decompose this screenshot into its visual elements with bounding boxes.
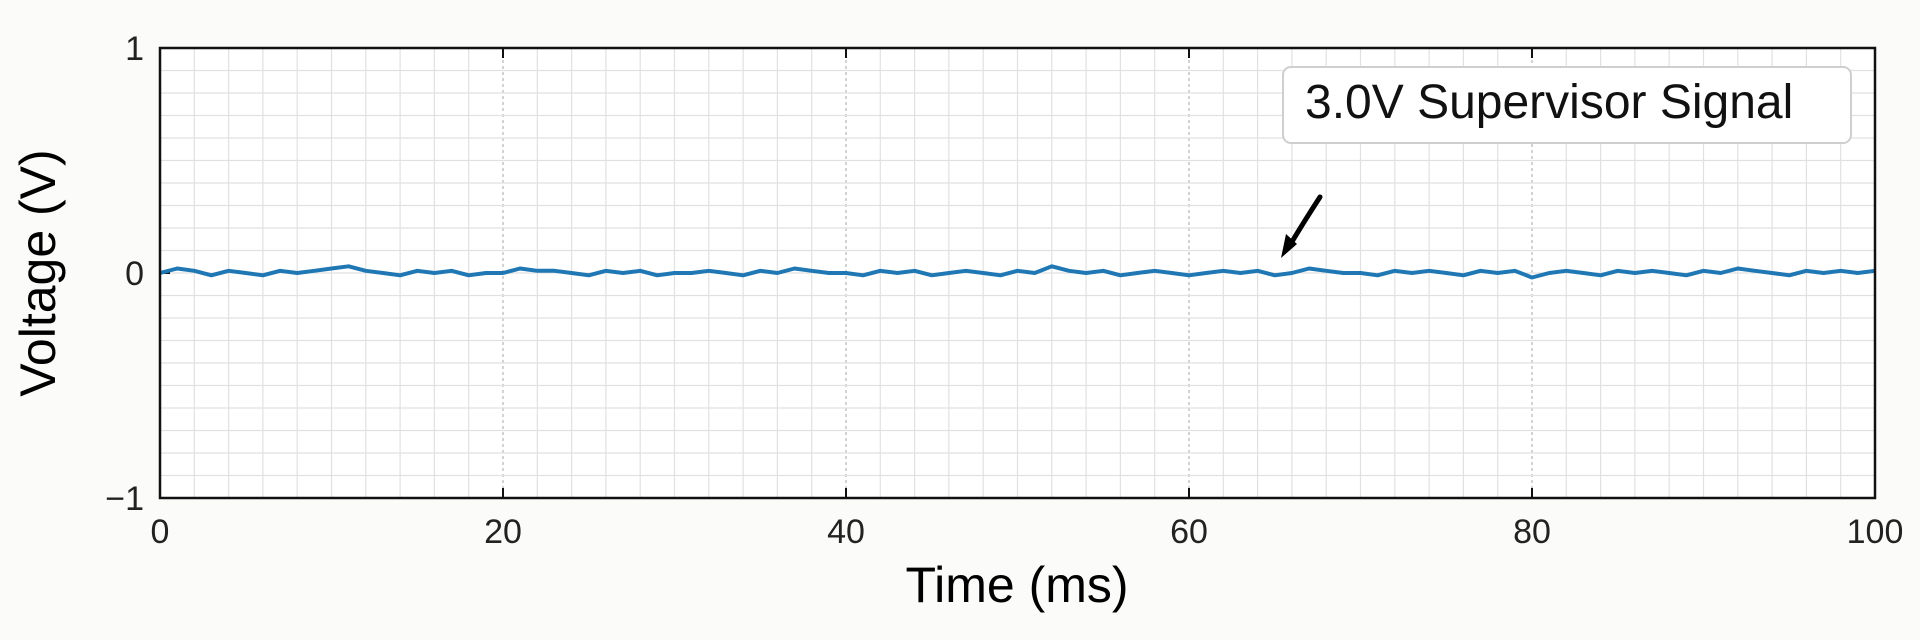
- x-tick-label: 40: [827, 513, 865, 551]
- y-tick-label: −1: [105, 480, 144, 518]
- x-axis-label: Time (ms): [905, 557, 1128, 613]
- x-tick-label: 100: [1847, 513, 1904, 551]
- legend-box: [1282, 66, 1852, 144]
- annotation-arrow: [1281, 194, 1323, 258]
- series-line-supervisor-signal: [159, 264, 1876, 280]
- x-tick-labels: 0 20 40 60 80 100: [151, 513, 1904, 551]
- y-axis-label: Voltage (V): [10, 149, 66, 396]
- y-tick-label: 1: [125, 30, 144, 68]
- plot-frame: [158, 46, 1877, 500]
- y-tick-label: 0: [125, 255, 144, 293]
- y-tick-labels: −1 0 1: [105, 30, 144, 518]
- legend-entry-label: 3.0V Supervisor Signal: [1305, 76, 1793, 129]
- x-tick-label: 60: [1170, 513, 1208, 551]
- x-tick-label: 0: [151, 513, 170, 551]
- arrow-head: [1281, 234, 1297, 258]
- legend: 3.0V Supervisor Signal: [1282, 66, 1852, 144]
- x-tick-label: 80: [1513, 513, 1551, 551]
- x-tick-label: 20: [484, 513, 522, 551]
